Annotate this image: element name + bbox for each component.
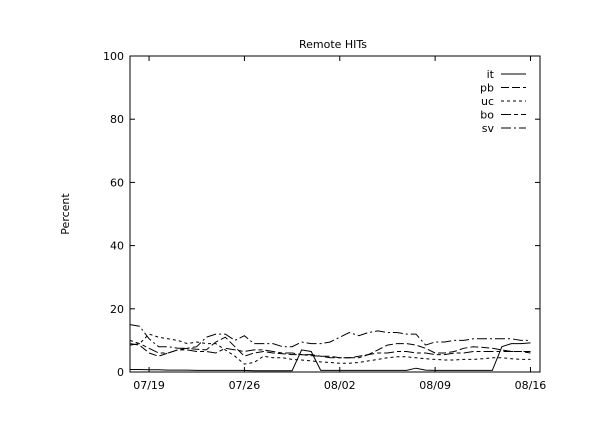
x-tick-label: 08/02 [324,379,356,392]
series-line-pb [129,336,531,359]
y-tick-label: 0 [117,366,124,379]
plot-frame [129,55,541,373]
y-tick-label: 80 [110,113,124,126]
legend-label-pb: pb [480,82,494,95]
x-tick-label: 07/19 [133,379,165,392]
y-tick-label: 20 [110,303,124,316]
legend-label-bo: bo [480,109,494,122]
y-tick-label: 100 [103,50,124,63]
x-tick-label: 07/26 [229,379,261,392]
series-line-uc [129,333,531,365]
series-line-sv [129,324,531,349]
y-axis-label: Percent [59,193,72,235]
plot-lines [129,324,531,372]
legend-label-it: it [487,68,495,81]
series-line-it [130,342,531,372]
legend-label-uc: uc [481,95,494,108]
x-tick-label: 08/09 [419,379,451,392]
y-tick-label: 40 [110,240,124,253]
chart-title: Remote HITs [299,38,367,51]
y-tick-label: 60 [110,176,124,189]
y-axis: 0 20 40 60 80 100 [103,50,540,379]
legend-label-sv: sv [482,122,495,135]
x-tick-label: 08/16 [515,379,547,392]
series-line-bo [129,343,531,359]
